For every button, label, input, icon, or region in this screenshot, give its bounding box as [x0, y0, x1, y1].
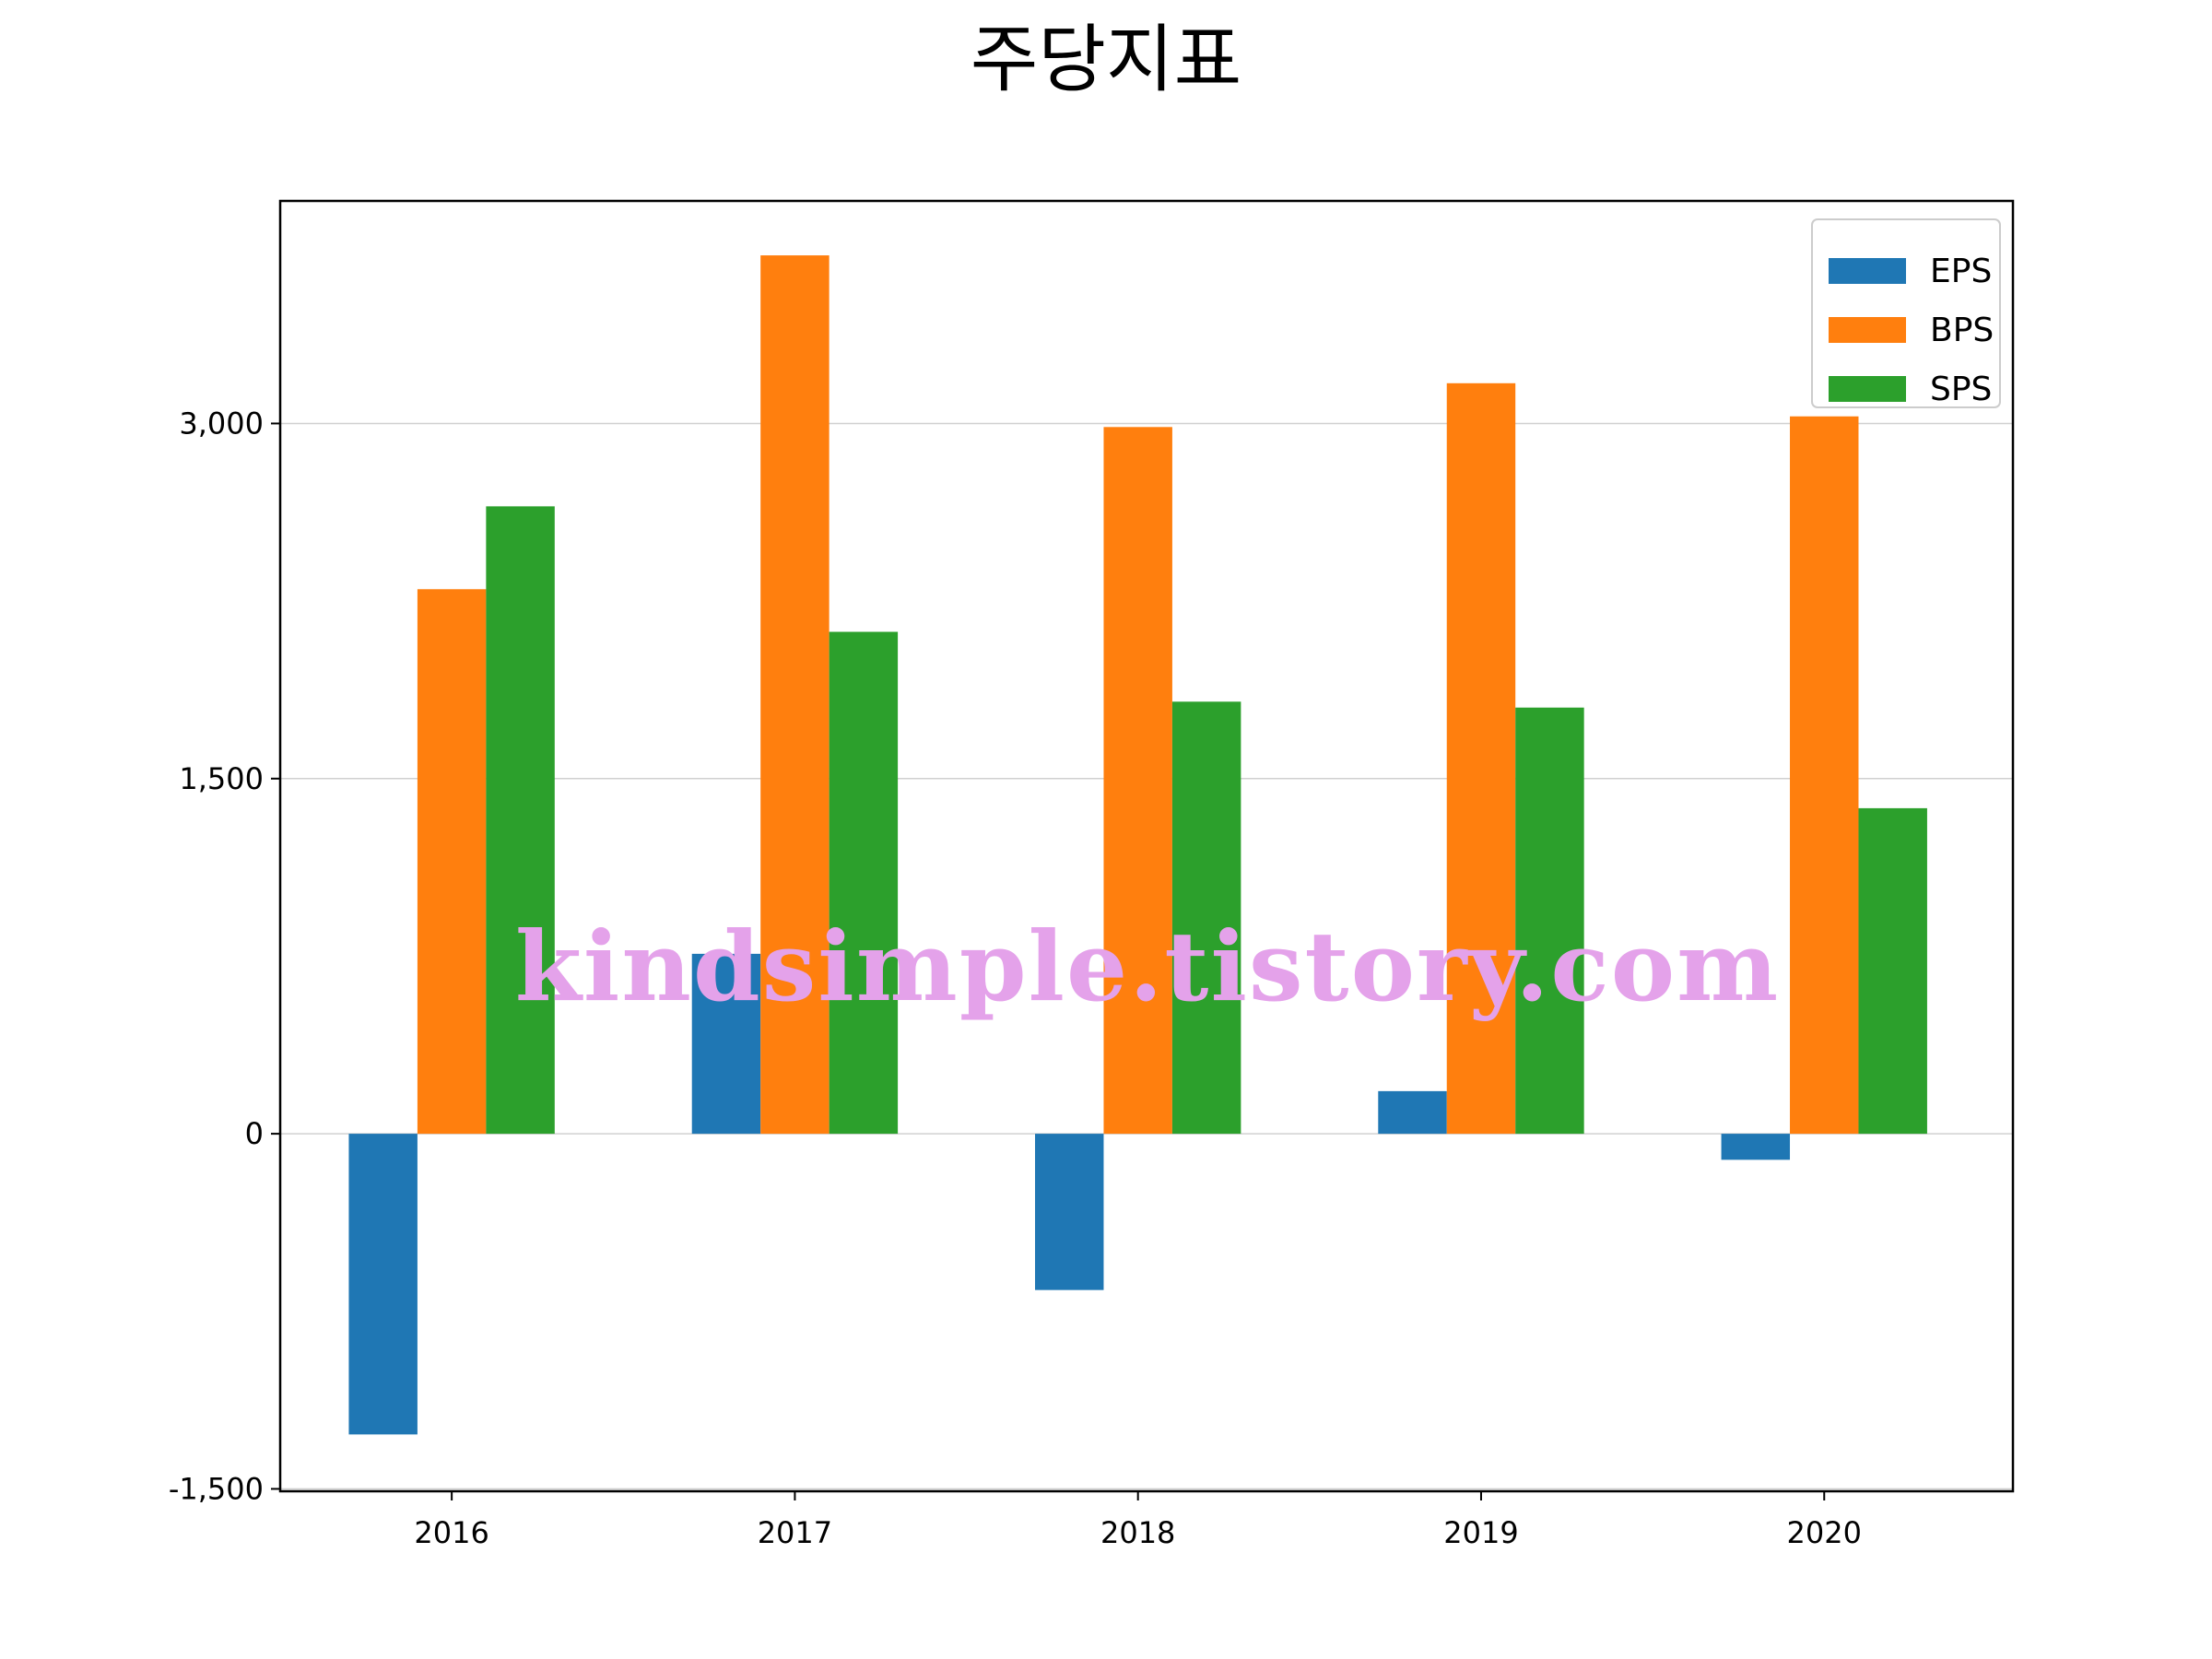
y-tick-label-1: 0: [245, 1116, 264, 1151]
bar-sps-2017: [829, 631, 899, 1135]
watermark: kindsimple.tistory.com: [515, 910, 1780, 1023]
bar-eps-2019: [1378, 1090, 1447, 1135]
x-tick-label-2016: 2016: [414, 1515, 488, 1550]
bar-bps-2020: [1790, 416, 1859, 1135]
bar-sps-2018: [1171, 701, 1241, 1135]
y-tick-label-0: -1,500: [169, 1471, 264, 1506]
bar-bps-2017: [760, 255, 830, 1135]
y-axis: -1,500 0 1,500 3,000: [169, 406, 280, 1506]
bars: [348, 255, 1927, 1435]
bar-bps-2016: [417, 589, 487, 1135]
bar-sps-2016: [486, 506, 555, 1135]
x-tick-label-2018: 2018: [1100, 1515, 1175, 1550]
legend: EPS BPS SPS: [1811, 218, 2001, 408]
x-tick-label-2020: 2020: [1787, 1515, 1862, 1550]
x-tick-label-2019: 2019: [1443, 1515, 1518, 1550]
plot-frame: [278, 199, 2015, 1493]
bar-bps-2019: [1446, 382, 1516, 1135]
chart-title: 주당지표: [971, 17, 1241, 102]
legend-label-eps: EPS: [1930, 253, 1992, 290]
legend-label-sps: SPS: [1930, 371, 1992, 408]
bar-sps-2019: [1515, 707, 1584, 1135]
bar-eps-2017: [691, 953, 761, 1135]
bar-eps-2020: [1721, 1134, 1791, 1160]
legend-swatch-eps: [1829, 258, 1906, 284]
y-tick-label-2: 1,500: [179, 761, 264, 796]
legend-swatch-sps: [1829, 376, 1906, 402]
x-axis: 2016 2017 2018 2019 2020: [414, 1491, 1862, 1550]
x-tick-label-2017: 2017: [758, 1515, 832, 1550]
bar-bps-2018: [1103, 427, 1172, 1135]
bar-sps-2020: [1858, 807, 1927, 1135]
legend-label-bps: BPS: [1930, 312, 1994, 349]
y-tick-label-3: 3,000: [179, 406, 264, 441]
bar-eps-2016: [348, 1134, 418, 1435]
legend-swatch-bps: [1829, 317, 1906, 343]
bar-eps-2018: [1035, 1134, 1104, 1290]
